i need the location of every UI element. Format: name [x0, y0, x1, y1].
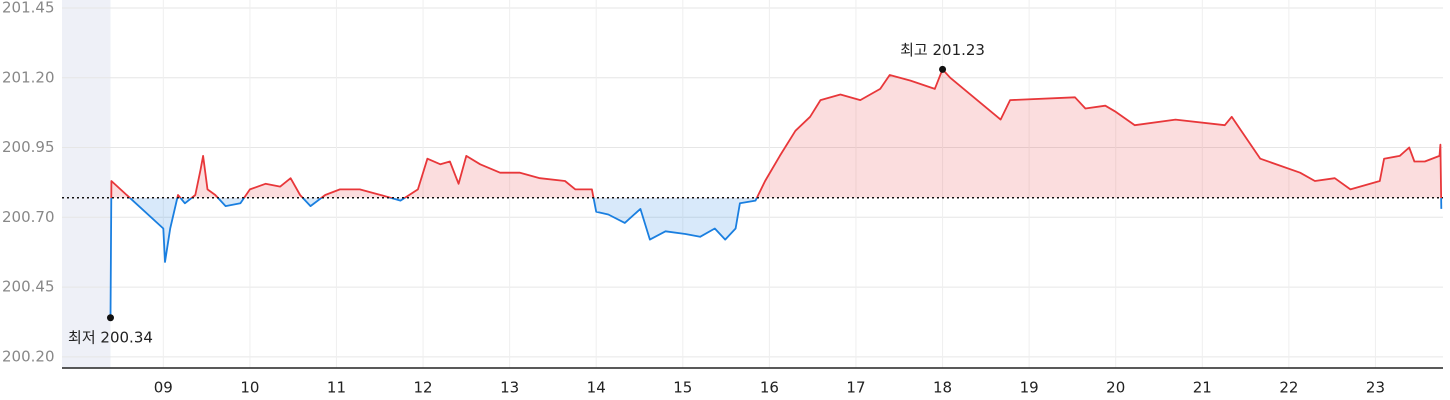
annotation-label: 최저 200.34	[68, 328, 153, 346]
y-tick-label: 200.20	[2, 347, 55, 365]
y-tick-label: 201.20	[2, 68, 55, 86]
x-tick-label: 17	[846, 379, 865, 397]
x-tick-label: 13	[500, 379, 519, 397]
x-tick-label: 16	[760, 379, 779, 397]
area	[110, 69, 1442, 318]
y-tick-label: 200.95	[2, 138, 55, 156]
x-tick-label: 15	[673, 379, 692, 397]
y-tick-label: 200.70	[2, 208, 55, 226]
x-tick-label: 18	[933, 379, 952, 397]
x-tick-label: 21	[1193, 379, 1212, 397]
x-tick-label: 11	[327, 379, 346, 397]
annotation-label: 최고 201.23	[900, 41, 985, 59]
x-tick-label: 12	[414, 379, 433, 397]
y-tick-label: 201.45	[2, 0, 55, 17]
x-tick-label: 09	[154, 379, 173, 397]
pre-session-band	[62, 0, 111, 368]
x-tick-label: 19	[1020, 379, 1039, 397]
x-tick-label: 20	[1106, 379, 1125, 397]
x-tick-label: 14	[587, 379, 606, 397]
x-tick-label: 23	[1366, 379, 1385, 397]
line	[109, 68, 1443, 318]
y-tick-label: 200.45	[2, 278, 55, 296]
x-tick-label: 10	[240, 379, 259, 397]
x-tick-label: 22	[1279, 379, 1298, 397]
annotation-dot	[939, 65, 947, 73]
annotation-dot	[106, 314, 114, 322]
